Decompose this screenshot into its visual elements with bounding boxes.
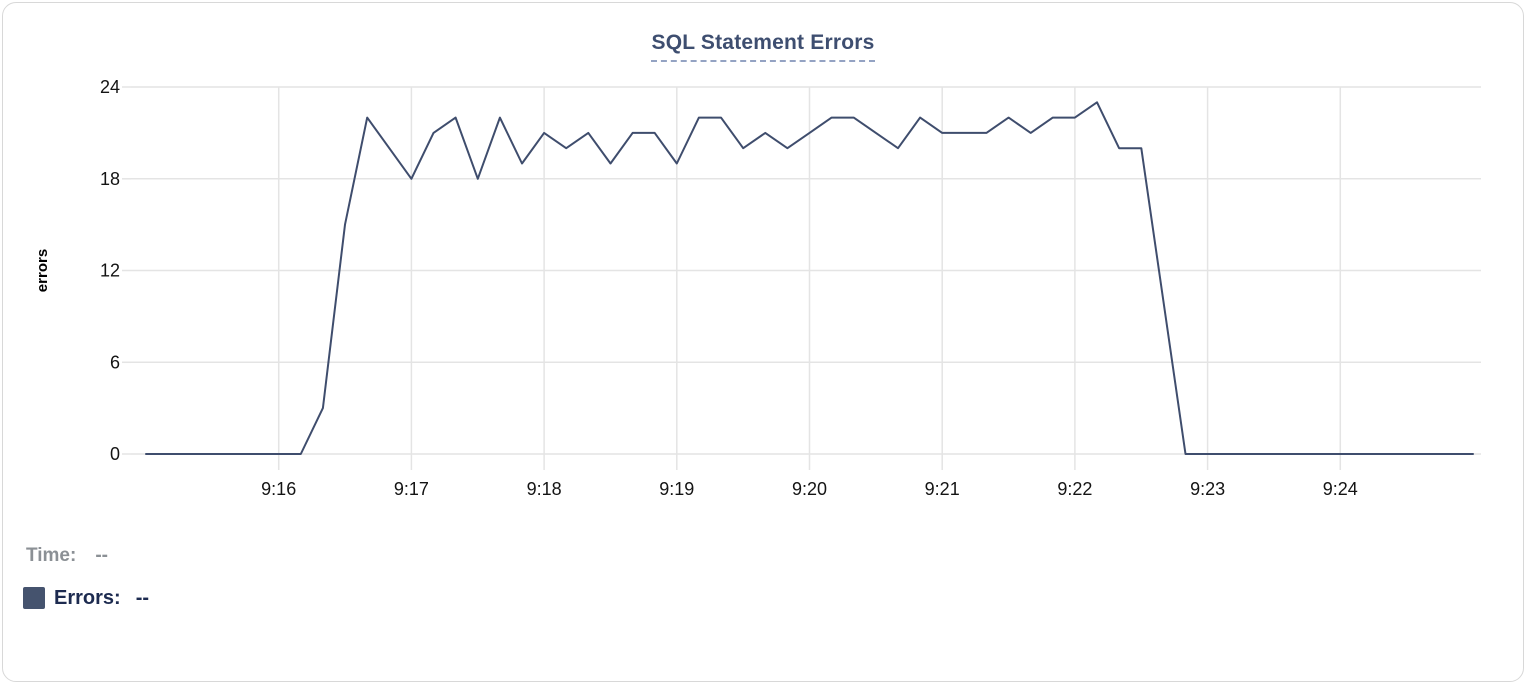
- errors-series-swatch: [23, 587, 45, 609]
- svg-text:9:24: 9:24: [1323, 479, 1358, 499]
- time-readout-row: Time: --: [26, 543, 149, 569]
- x-axis: 9:16 9:17 9:18 9:19 9:20 9:21 9:22 9:23 9:24: [261, 87, 1358, 499]
- y-axis-title: errors: [34, 249, 51, 292]
- errors-legend-value: --: [135, 586, 150, 609]
- time-readout-value: --: [95, 545, 108, 566]
- svg-text:12: 12: [100, 261, 120, 281]
- chart-title[interactable]: SQL Statement Errors: [651, 31, 875, 62]
- svg-text:9:16: 9:16: [261, 479, 296, 499]
- chart-header: SQL Statement Errors: [3, 31, 1523, 62]
- errors-legend-label: Errors:: [54, 586, 121, 609]
- svg-text:9:20: 9:20: [792, 479, 827, 499]
- svg-text:9:19: 9:19: [659, 479, 694, 499]
- svg-text:24: 24: [100, 77, 120, 97]
- svg-text:9:17: 9:17: [394, 479, 429, 499]
- svg-text:0: 0: [110, 444, 120, 464]
- y-axis: 0 6 12 18 24: [100, 77, 1481, 464]
- svg-text:6: 6: [110, 352, 120, 372]
- svg-text:18: 18: [100, 169, 120, 189]
- svg-text:9:23: 9:23: [1190, 479, 1225, 499]
- time-readout-label: Time:: [26, 545, 77, 566]
- errors-series-line: [145, 101, 1474, 455]
- svg-text:9:18: 9:18: [527, 479, 562, 499]
- svg-text:9:22: 9:22: [1057, 479, 1092, 499]
- svg-text:9:21: 9:21: [925, 479, 960, 499]
- errors-legend-row[interactable]: Errors: --: [23, 585, 149, 611]
- hover-readout-legend: Time: -- Errors: --: [23, 543, 149, 611]
- sql-errors-chart[interactable]: 0 6 12 18 24 9:16 9:17 9:18 9:19 9:20 9:21 9:22 9:23…: [3, 3, 1528, 515]
